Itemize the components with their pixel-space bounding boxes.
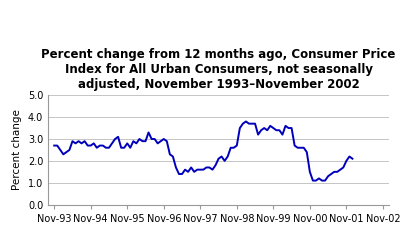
Title: Percent change from 12 months ago, Consumer Price
Index for All Urban Consumers,: Percent change from 12 months ago, Consu… bbox=[41, 48, 396, 91]
Y-axis label: Percent change: Percent change bbox=[12, 109, 22, 190]
